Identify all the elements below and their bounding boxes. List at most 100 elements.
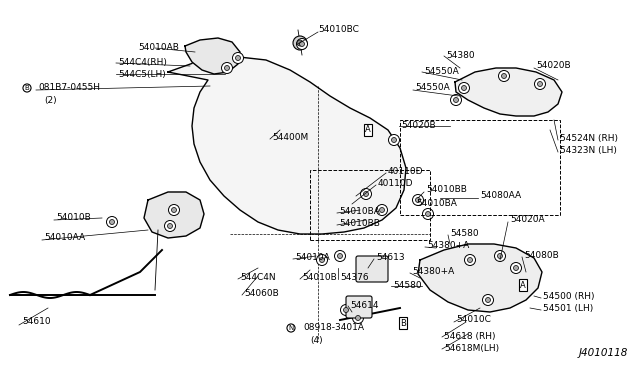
Circle shape xyxy=(340,305,351,315)
Text: 54323N (LH): 54323N (LH) xyxy=(560,145,617,154)
Text: 54376: 54376 xyxy=(340,273,369,282)
Circle shape xyxy=(106,217,118,228)
Text: 08918-3401A: 08918-3401A xyxy=(303,324,364,333)
Polygon shape xyxy=(418,244,542,312)
Circle shape xyxy=(467,257,472,263)
Circle shape xyxy=(353,312,364,324)
Text: 40110D: 40110D xyxy=(378,180,413,189)
Circle shape xyxy=(221,62,232,74)
Bar xyxy=(310,170,430,240)
Text: 544C5(LH): 544C5(LH) xyxy=(118,70,166,78)
Text: 54010BB: 54010BB xyxy=(339,219,380,228)
Text: 54010BB: 54010BB xyxy=(426,186,467,195)
Polygon shape xyxy=(144,192,204,238)
Circle shape xyxy=(388,135,399,145)
Circle shape xyxy=(344,308,349,312)
Bar xyxy=(400,120,560,215)
Circle shape xyxy=(293,36,307,50)
Circle shape xyxy=(164,221,175,231)
Circle shape xyxy=(534,78,545,90)
Circle shape xyxy=(168,205,179,215)
Circle shape xyxy=(172,208,177,212)
Text: 54550A: 54550A xyxy=(424,67,459,76)
Text: 54580: 54580 xyxy=(393,280,422,289)
Circle shape xyxy=(319,257,324,263)
Text: 54524N (RH): 54524N (RH) xyxy=(560,134,618,142)
Circle shape xyxy=(109,219,115,224)
Circle shape xyxy=(225,65,230,71)
Text: 54020B: 54020B xyxy=(401,121,436,129)
Text: 54550A: 54550A xyxy=(415,83,450,93)
Circle shape xyxy=(355,315,360,321)
Circle shape xyxy=(461,86,467,90)
Text: 544C4(RH): 544C4(RH) xyxy=(118,58,167,67)
Circle shape xyxy=(511,263,522,273)
Polygon shape xyxy=(168,56,406,234)
Text: 54020B: 54020B xyxy=(536,61,571,71)
Circle shape xyxy=(337,253,342,259)
Circle shape xyxy=(426,212,431,217)
Text: 54020A: 54020A xyxy=(510,215,545,224)
Text: 54580: 54580 xyxy=(450,230,479,238)
Text: (2): (2) xyxy=(44,96,56,105)
Circle shape xyxy=(413,195,424,205)
Polygon shape xyxy=(455,68,562,116)
Circle shape xyxy=(483,295,493,305)
Circle shape xyxy=(538,81,543,87)
Circle shape xyxy=(465,254,476,266)
Text: 54010AB: 54010AB xyxy=(138,42,179,51)
Text: J4010118: J4010118 xyxy=(579,348,628,358)
Text: 54380+A: 54380+A xyxy=(427,241,469,250)
Circle shape xyxy=(486,298,490,302)
Circle shape xyxy=(380,208,385,212)
Text: 54080B: 54080B xyxy=(524,250,559,260)
Circle shape xyxy=(513,266,518,270)
Circle shape xyxy=(296,38,307,49)
Text: 081B7-0455H: 081B7-0455H xyxy=(38,83,100,93)
Circle shape xyxy=(497,253,502,259)
Text: 54618M(LH): 54618M(LH) xyxy=(444,343,499,353)
Text: 40110D: 40110D xyxy=(388,167,424,176)
Text: 54010BC: 54010BC xyxy=(318,26,359,35)
Circle shape xyxy=(502,74,506,78)
Text: 54380+A: 54380+A xyxy=(412,267,454,276)
Text: 54618 (RH): 54618 (RH) xyxy=(444,331,495,340)
Text: 54400M: 54400M xyxy=(272,134,308,142)
Circle shape xyxy=(422,208,433,219)
Text: 54010C: 54010C xyxy=(456,315,491,324)
Text: 54010B: 54010B xyxy=(56,214,91,222)
Circle shape xyxy=(392,138,397,142)
Polygon shape xyxy=(185,38,240,74)
Text: 54500 (RH): 54500 (RH) xyxy=(543,292,595,301)
Text: 54501 (LH): 54501 (LH) xyxy=(543,304,593,312)
Text: 54010AA: 54010AA xyxy=(44,234,85,243)
Text: 54010BA: 54010BA xyxy=(339,208,380,217)
Text: 54610: 54610 xyxy=(22,317,51,327)
Circle shape xyxy=(495,250,506,262)
Circle shape xyxy=(458,83,470,93)
Text: A: A xyxy=(520,280,526,289)
Circle shape xyxy=(232,52,243,64)
Circle shape xyxy=(297,40,303,46)
Circle shape xyxy=(364,192,369,196)
Circle shape xyxy=(454,97,458,103)
Circle shape xyxy=(376,205,387,215)
Text: 54613: 54613 xyxy=(376,253,404,263)
Circle shape xyxy=(236,55,241,61)
Circle shape xyxy=(360,189,371,199)
Text: 54380: 54380 xyxy=(446,51,475,60)
Circle shape xyxy=(415,198,420,202)
Text: 54060B: 54060B xyxy=(244,289,279,298)
Circle shape xyxy=(168,224,173,228)
Text: 544C4N: 544C4N xyxy=(240,273,276,282)
Text: A: A xyxy=(365,125,371,135)
Circle shape xyxy=(335,250,346,262)
FancyBboxPatch shape xyxy=(356,256,388,282)
Text: N: N xyxy=(289,325,294,331)
Text: 54080AA: 54080AA xyxy=(480,192,521,201)
Text: B: B xyxy=(24,85,29,91)
Circle shape xyxy=(300,42,305,46)
Text: 54614: 54614 xyxy=(350,301,378,310)
FancyBboxPatch shape xyxy=(346,296,372,318)
Text: 54010B: 54010B xyxy=(302,273,337,282)
